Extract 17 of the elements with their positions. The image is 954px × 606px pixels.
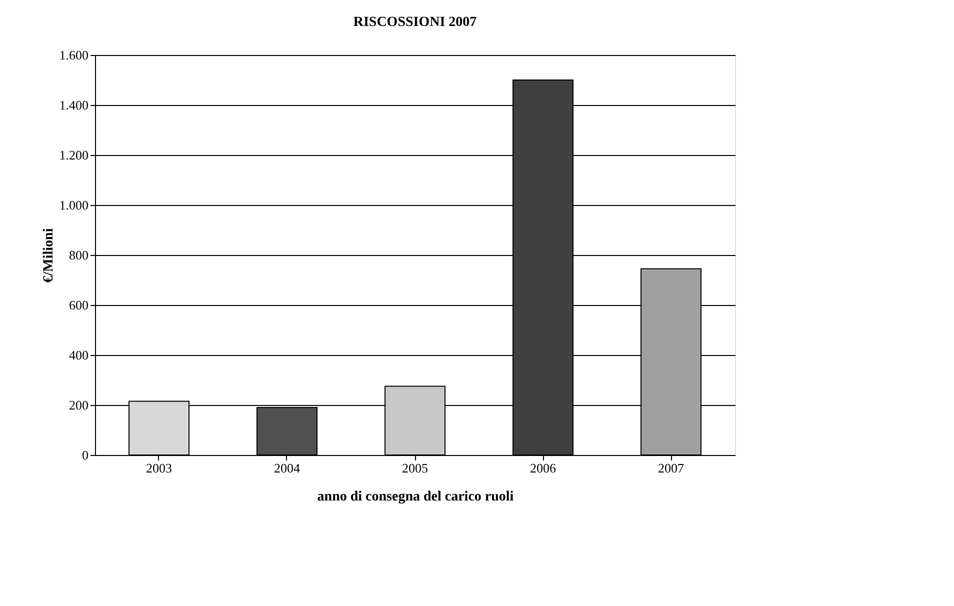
chart-title: RISCOSSIONI 2007 — [353, 15, 477, 30]
x-tick-label: 2004 — [274, 460, 300, 476]
y-tick-label: 200 — [69, 398, 88, 412]
y-tick-label: 0 — [82, 448, 88, 462]
y-tick-label: 400 — [69, 348, 88, 362]
x-tick-label: 2005 — [402, 460, 428, 476]
x-axis-title: anno di consegna del carico ruoli — [317, 490, 514, 504]
y-tick-label: 1.000 — [59, 198, 88, 212]
y-tick-label: 800 — [69, 248, 88, 262]
y-axis-title: €/Milioni — [41, 228, 56, 283]
x-tick-label: 2006 — [530, 460, 556, 476]
y-tick-label: 600 — [69, 298, 88, 312]
y-tick-label: 1.600 — [59, 48, 88, 62]
x-tick-label: 2003 — [146, 460, 172, 476]
y-tick-label: 1.200 — [59, 148, 88, 162]
y-tick-label: 1.400 — [59, 98, 88, 112]
x-tick-label: 2007 — [658, 460, 684, 476]
